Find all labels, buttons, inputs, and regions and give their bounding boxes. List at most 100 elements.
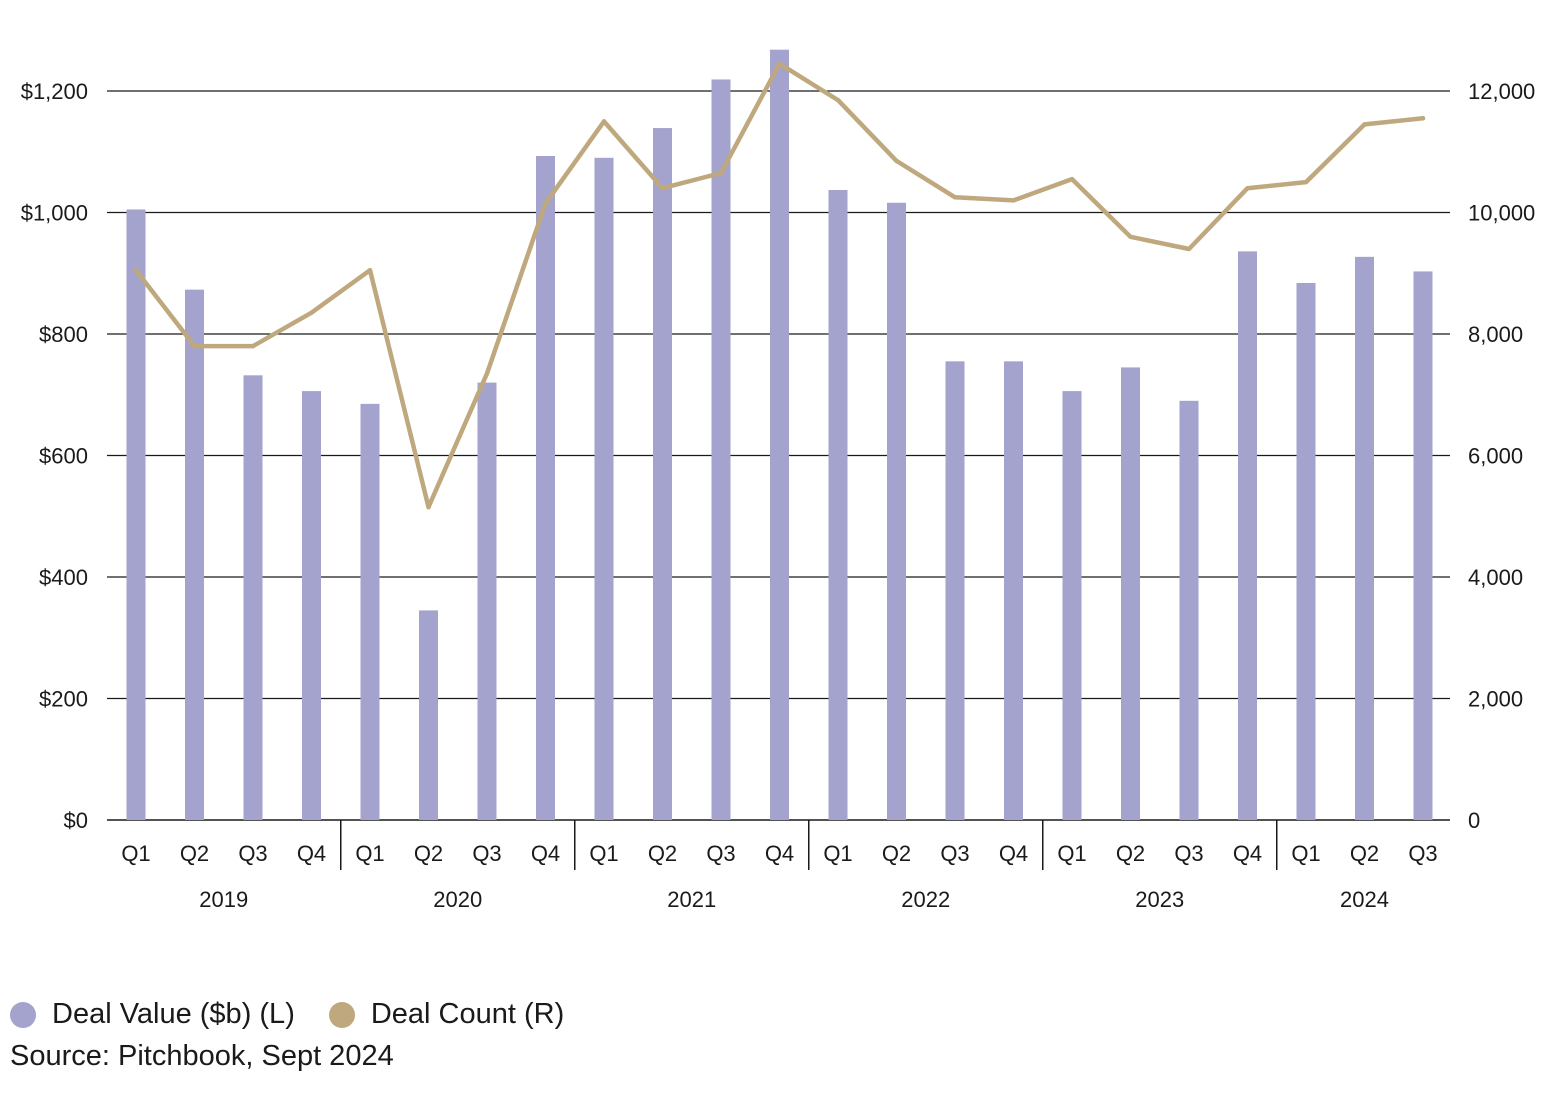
bar xyxy=(1062,391,1082,820)
year-label: 2020 xyxy=(433,887,482,912)
year-label: 2024 xyxy=(1340,887,1389,912)
combo-chart: $0 $200 $400 $600 $800 $1,000 $1,200 0 2,000 4,0… xyxy=(21,49,1535,912)
legend-item-deal-count: Deal Count (R) xyxy=(328,998,565,1031)
left-tick-label: $0 xyxy=(64,808,88,833)
bar xyxy=(1238,251,1257,820)
line-point xyxy=(1011,198,1016,203)
bar xyxy=(536,156,555,820)
line-point xyxy=(1245,186,1250,191)
left-tick-label: $200 xyxy=(39,687,88,712)
quarter-label: Q2 xyxy=(414,841,443,866)
line-point xyxy=(1128,234,1133,239)
legend-label-deal-value: Deal Value ($b) (L) xyxy=(52,998,295,1030)
bar xyxy=(1004,361,1023,820)
line-point xyxy=(777,61,782,66)
bar xyxy=(302,391,321,820)
line-point xyxy=(133,268,139,273)
year-label: 2022 xyxy=(901,887,950,912)
right-tick-label: 6,000 xyxy=(1468,444,1523,469)
line-point xyxy=(426,504,431,510)
left-axis: $0 $200 $400 $600 $800 $1,000 $1,200 xyxy=(21,79,88,833)
source-note: Source: Pitchbook, Sept 2024 xyxy=(10,1040,394,1072)
bar xyxy=(419,610,438,820)
bar xyxy=(1296,282,1316,821)
line-point xyxy=(543,201,548,206)
line-point xyxy=(952,195,958,200)
quarter-label: Q3 xyxy=(1408,841,1437,866)
quarter-label: Q1 xyxy=(121,841,150,866)
quarter-label: Q2 xyxy=(1350,841,1379,866)
line-series-deal-count xyxy=(133,61,1426,510)
line-point xyxy=(1303,179,1309,185)
bar xyxy=(1413,271,1433,820)
left-tick-label: $1,000 xyxy=(21,201,88,226)
quarter-label: Q4 xyxy=(765,841,794,866)
quarter-label: Q3 xyxy=(1174,841,1203,866)
legend-item-deal-value: Deal Value ($b) (L) xyxy=(10,998,295,1031)
quarter-label: Q4 xyxy=(999,841,1028,866)
bar xyxy=(126,209,146,820)
year-label: 2021 xyxy=(667,887,716,912)
bar xyxy=(828,190,848,820)
right-tick-label: 2,000 xyxy=(1468,687,1523,712)
quarter-label: Q4 xyxy=(297,841,326,866)
line-point xyxy=(1069,176,1075,182)
bar xyxy=(945,361,965,820)
bar xyxy=(243,375,263,820)
left-tick-label: $600 xyxy=(39,444,88,469)
right-tick-label: 0 xyxy=(1468,808,1480,833)
bar xyxy=(185,289,204,821)
left-tick-label: $400 xyxy=(39,565,88,590)
line-point xyxy=(1362,122,1367,127)
line-point xyxy=(367,268,373,273)
year-label: 2019 xyxy=(199,887,248,912)
quarter-label: Q1 xyxy=(1057,841,1086,866)
quarter-label: Q2 xyxy=(1116,841,1145,866)
quarter-label: Q1 xyxy=(823,841,852,866)
line-point xyxy=(1186,246,1192,252)
right-tick-label: 12,000 xyxy=(1468,79,1535,104)
line-point xyxy=(718,170,724,176)
line-point xyxy=(250,343,256,349)
line-point xyxy=(192,343,197,349)
bar xyxy=(711,79,731,820)
quarter-label: Q2 xyxy=(648,841,677,866)
quarter-label: Q4 xyxy=(1233,841,1262,866)
line-point xyxy=(835,97,841,103)
left-tick-label: $1,200 xyxy=(21,79,88,104)
quarter-label: Q3 xyxy=(238,841,267,866)
quarter-label: Q2 xyxy=(882,841,911,866)
bar xyxy=(360,403,380,820)
bar xyxy=(770,49,789,820)
quarter-label: Q2 xyxy=(180,841,209,866)
bar xyxy=(653,128,672,820)
line-point xyxy=(601,119,607,124)
right-tick-label: 4,000 xyxy=(1468,565,1523,590)
bar xyxy=(477,382,497,820)
bar xyxy=(1179,400,1199,820)
quarter-label: Q1 xyxy=(589,841,618,866)
bar xyxy=(594,157,614,820)
quarter-label: Q1 xyxy=(1291,841,1320,866)
line-point xyxy=(484,371,490,376)
left-tick-label: $800 xyxy=(39,322,88,347)
bar xyxy=(887,202,906,820)
quarter-label: Q4 xyxy=(531,841,560,866)
year-label: 2023 xyxy=(1135,887,1184,912)
legend: Deal Value ($b) (L) Deal Count (R) xyxy=(10,998,598,1031)
quarter-label: Q1 xyxy=(355,841,384,866)
quarter-label: Q3 xyxy=(706,841,735,866)
x-axis: Q1 Q2 Q3 Q4 Q1 Q2 Q3 Q4 Q1 Q2 Q3 Q4 Q1 Q2 Q3 Q4 Q1 Q2 Q3 Q4… xyxy=(121,820,1438,912)
bar xyxy=(1121,367,1140,820)
right-axis: 0 2,000 4,000 6,000 8,000 10,000 12,000 xyxy=(1468,79,1535,833)
quarter-label: Q3 xyxy=(472,841,501,866)
bar-series-deal-value xyxy=(126,49,1433,821)
legend-label-deal-count: Deal Count (R) xyxy=(370,998,565,1030)
bar xyxy=(1355,256,1374,820)
legend-swatch-deal-value xyxy=(10,1001,36,1028)
line-point xyxy=(1420,116,1426,121)
right-tick-label: 8,000 xyxy=(1468,322,1523,347)
line-point xyxy=(894,158,899,164)
quarter-label: Q3 xyxy=(940,841,969,866)
legend-swatch-deal-count xyxy=(328,1001,355,1028)
